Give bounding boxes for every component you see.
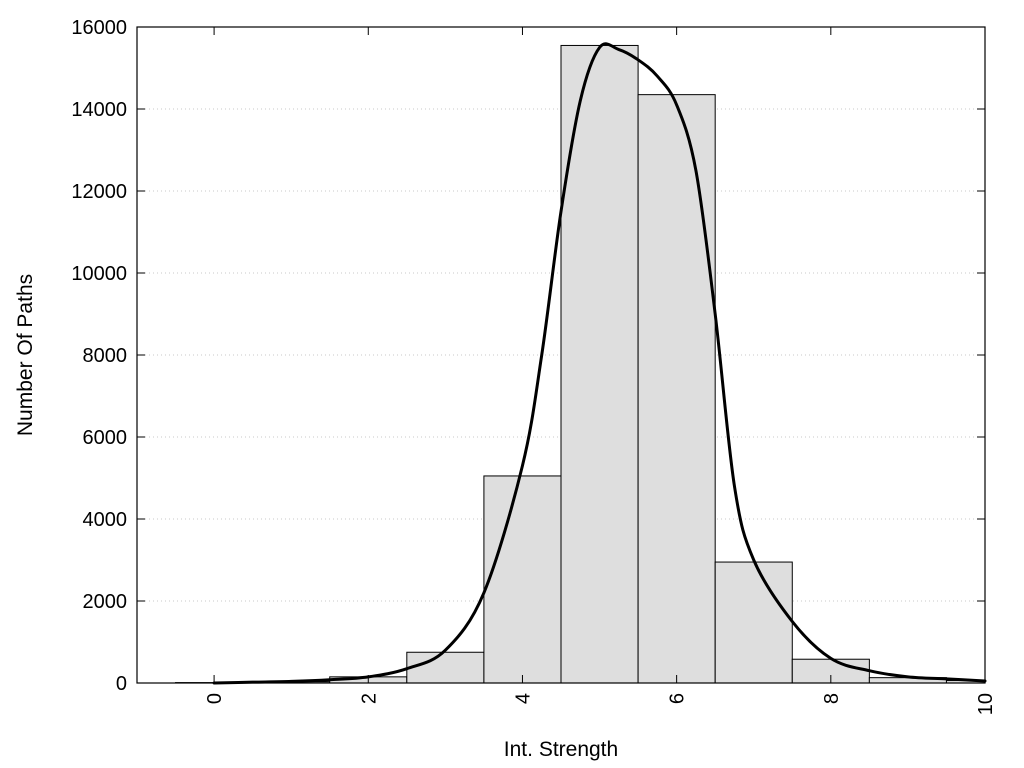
y-tick-label: 10000: [71, 263, 127, 285]
x-tick-label: 6: [667, 693, 689, 704]
x-tick-label: 2: [358, 693, 380, 704]
x-tick-label: 4: [512, 693, 534, 704]
x-tick-label: 8: [821, 693, 843, 704]
smooth-curve-line: [212, 42, 987, 685]
y-tick-label: 4000: [83, 509, 128, 531]
y-tick-label: 2000: [83, 591, 128, 613]
y-axis-ticks: 0 2000 4000 6000 8000 10000 12000 14000 16000: [71, 17, 985, 695]
x-tick-label: 10: [975, 693, 997, 715]
histogram-bar: [406, 651, 485, 684]
y-tick-label: 12000: [71, 181, 127, 203]
y-tick-label: 16000: [71, 17, 127, 39]
y-tick-label: 0: [116, 673, 127, 695]
histogram-bars: [175, 44, 986, 684]
x-axis-ticks: 0 2 4 6 8 10: [204, 27, 997, 715]
histogram-bar: [637, 94, 716, 684]
x-tick-label: 0: [204, 693, 226, 704]
y-tick-label: 6000: [83, 427, 128, 449]
y-axis-title: Number Of Paths: [14, 274, 37, 436]
histogram-bar: [714, 561, 793, 684]
x-axis-title: Int. Strength: [504, 738, 618, 761]
y-tick-label: 14000: [71, 99, 127, 121]
histogram-bar: [483, 475, 562, 684]
y-tick-label: 8000: [83, 345, 128, 367]
